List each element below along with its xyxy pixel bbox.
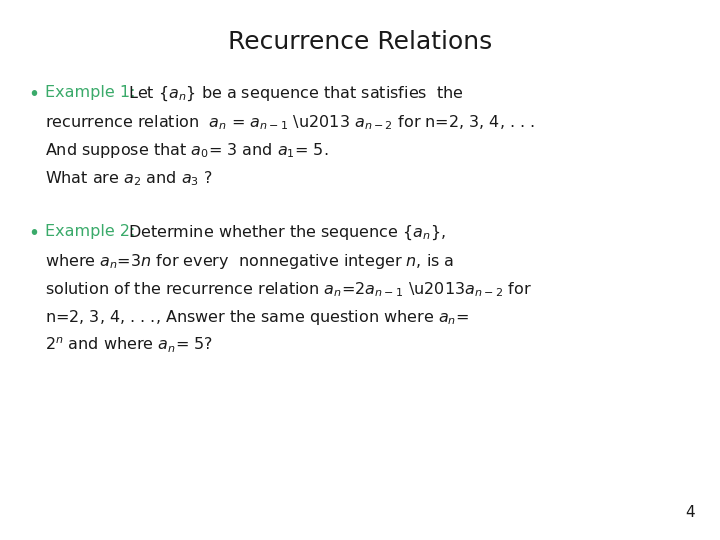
Text: Determine whether the sequence {$a_n$},: Determine whether the sequence {$a_n$},	[123, 224, 446, 242]
Text: What are $a_2$ and $a_3$ ?: What are $a_2$ and $a_3$ ?	[45, 169, 213, 188]
Text: recurrence relation  $a_n$ = $a_{n-1}$ \u2013 $a_{n-2}$ for n=2, 3, 4, . . .: recurrence relation $a_n$ = $a_{n-1}$ \u…	[45, 113, 535, 132]
Text: solution of the recurrence relation $a_n$=2$a_{n-1}$ \u2013$a_{n-2}$ for: solution of the recurrence relation $a_n…	[45, 280, 532, 299]
Text: And suppose that $a_0$= 3 and $a_1$= 5.: And suppose that $a_0$= 3 and $a_1$= 5.	[45, 141, 328, 160]
Text: Let {$a_n$} be a sequence that satisfies  the: Let {$a_n$} be a sequence that satisfies…	[123, 85, 464, 103]
Text: 4: 4	[685, 505, 695, 520]
Text: Recurrence Relations: Recurrence Relations	[228, 30, 492, 54]
Text: •: •	[28, 85, 39, 104]
Text: n=2, 3, 4, . . ., Answer the same question where $a_n$=: n=2, 3, 4, . . ., Answer the same questi…	[45, 308, 469, 327]
Text: Example 2:: Example 2:	[45, 224, 135, 239]
Text: •: •	[28, 224, 39, 243]
Text: Example 1:: Example 1:	[45, 85, 135, 100]
Text: where $a_n$=3$n$ for every  nonnegative integer $n$, is a: where $a_n$=3$n$ for every nonnegative i…	[45, 252, 454, 271]
Text: 2$^n$ and where $a_n$= 5?: 2$^n$ and where $a_n$= 5?	[45, 336, 213, 355]
